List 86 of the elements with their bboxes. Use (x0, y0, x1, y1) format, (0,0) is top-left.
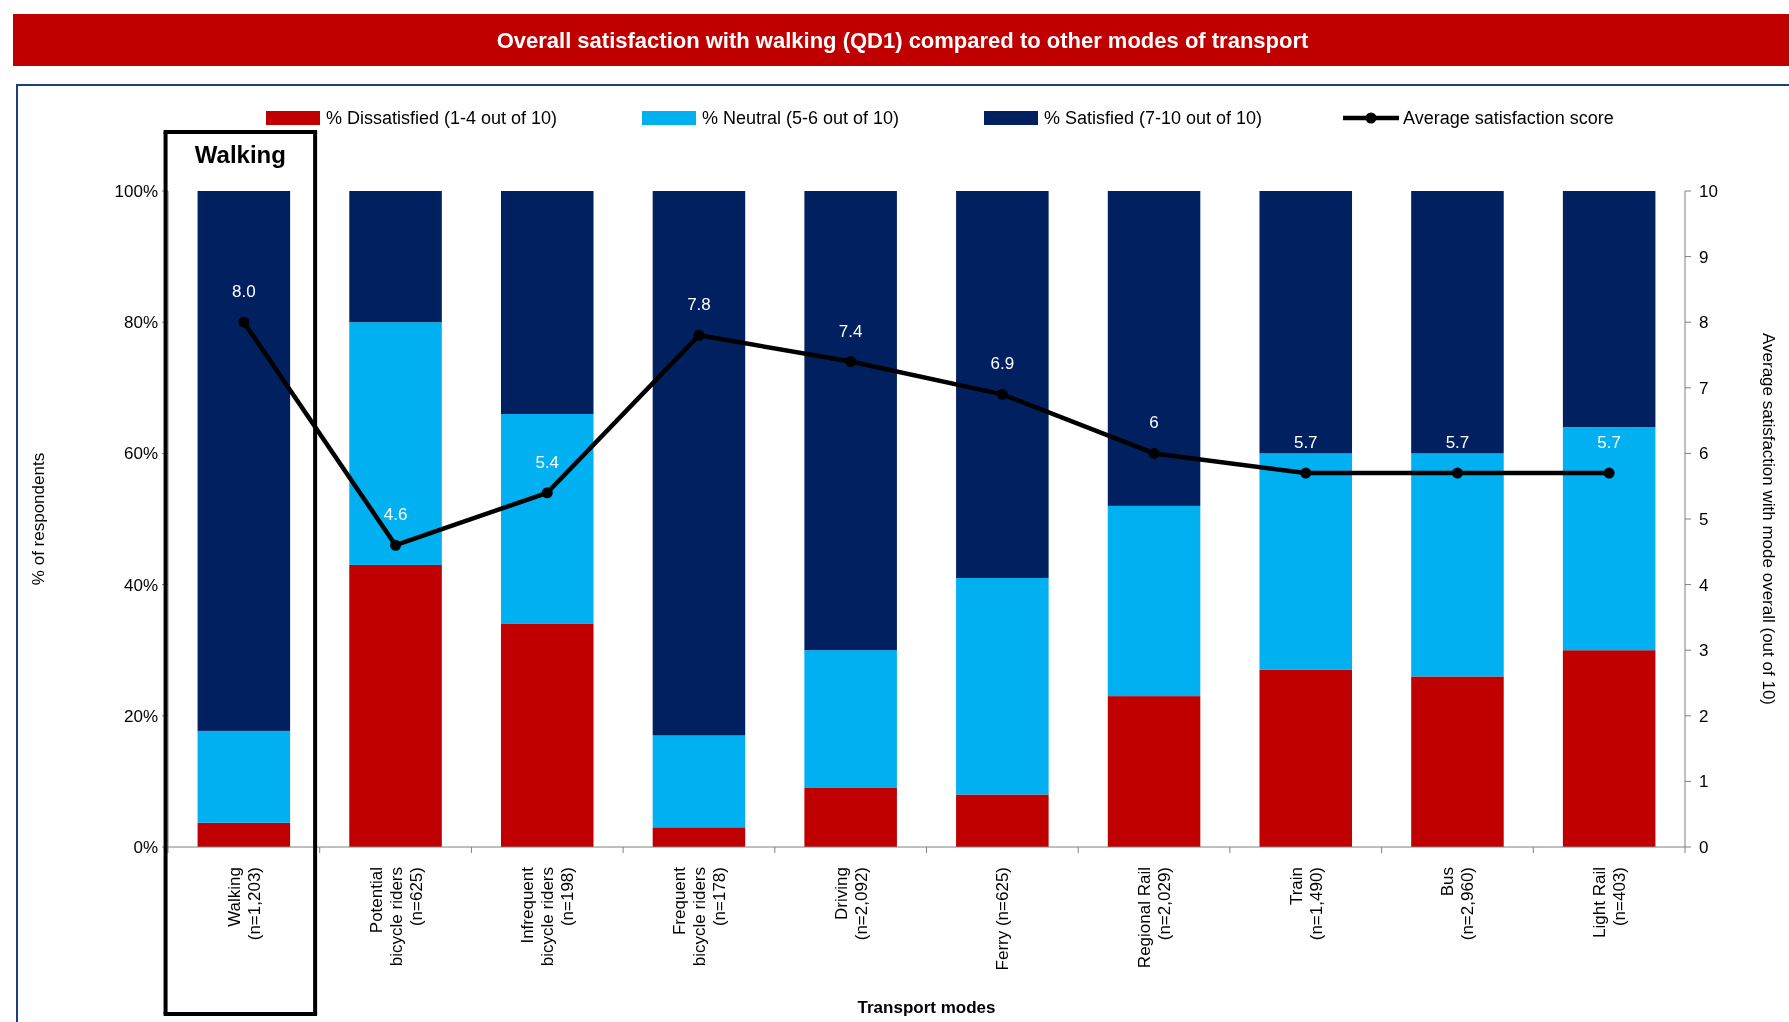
y2-tick-label: 7 (1699, 378, 1709, 398)
bar (197, 822, 291, 847)
bar (804, 787, 897, 847)
x-tick-label: Train (n=1,490) (1286, 867, 1326, 941)
bar (956, 191, 1049, 579)
point (238, 316, 250, 328)
bar (1411, 453, 1504, 677)
bar (197, 730, 291, 823)
bar (804, 650, 897, 788)
x-tick-label: Light Rail (n=403) (1590, 867, 1630, 938)
y2-tick-label: 9 (1699, 247, 1709, 267)
bar (1107, 696, 1201, 847)
bar (1259, 453, 1353, 670)
point (1603, 467, 1615, 479)
data-label: 8.0 (232, 282, 256, 302)
bar (804, 191, 897, 651)
text: Walking (194, 141, 286, 168)
bar (1562, 650, 1656, 847)
data-label: 5.4 (535, 452, 560, 472)
point (541, 487, 553, 499)
bar (349, 322, 442, 565)
bar (652, 191, 746, 736)
chart-title: Overall satisfaction with walking (QD1) compared to other modes of transport (496, 28, 1310, 53)
x-tick-label: Bus (n=2,960) (1438, 867, 1478, 941)
point (845, 356, 857, 368)
bar (1107, 505, 1201, 697)
data-label: 5.7 (1293, 433, 1318, 453)
data-label: 6.9 (990, 354, 1015, 374)
y2-tick-label: 8 (1699, 313, 1709, 333)
bar (500, 191, 594, 415)
y2-axis-title: Average satisfaction with mode overall (out of 10) (1759, 333, 1778, 705)
y-tick-label: 40% (123, 575, 158, 595)
bar (500, 414, 594, 624)
y-tick-label: 80% (123, 313, 158, 333)
y-axis-title: % of respondents (29, 452, 48, 586)
y2-tick-label: 5 (1699, 509, 1709, 529)
bar (1562, 427, 1656, 651)
point (1300, 467, 1312, 479)
bar (652, 827, 746, 847)
bar (1107, 191, 1201, 506)
bar (1259, 669, 1353, 847)
data-label: 7.8 (687, 295, 711, 315)
y2-tick-label: 4 (1699, 575, 1709, 595)
data-label: 4.6 (383, 505, 408, 525)
y2-tick-label: 10 (1699, 181, 1718, 201)
legend-label: Average satisfaction score (1403, 108, 1614, 129)
legend-label: % Dissatisfied (1-4 out of 10) (326, 108, 558, 129)
bar (1259, 191, 1353, 454)
y-tick-label: 20% (123, 706, 158, 726)
x-tick-label: Frequent bicycle riders (n=178) (669, 866, 729, 967)
point (1148, 447, 1160, 459)
data-label: 5.7 (1445, 433, 1470, 453)
bar (349, 564, 442, 847)
x-tick-label: Regional Rail (n=2,029) (1135, 867, 1175, 969)
legend-label: % Neutral (5-6 out of 10) (702, 108, 900, 129)
bar (1562, 191, 1656, 428)
bar (500, 623, 594, 847)
bar (956, 794, 1049, 847)
point (1451, 467, 1463, 479)
y2-tick-label: 0 (1699, 837, 1709, 857)
y-tick-label: 100% (114, 181, 158, 201)
x-tick-label: Ferry (n=625) (993, 867, 1013, 971)
bar (197, 191, 291, 731)
y2-tick-label: 2 (1699, 706, 1709, 726)
x-tick-label: Driving (n=2,092) (831, 867, 871, 941)
x-tick-label: Infrequent bicycle riders (n=198) (518, 866, 578, 967)
bar (349, 191, 442, 323)
bar (652, 735, 746, 828)
data-label: 7.4 (838, 321, 863, 341)
y2-tick-label: 3 (1699, 641, 1709, 661)
y-tick-label: 0% (133, 837, 158, 857)
y2-tick-label: 6 (1699, 444, 1709, 464)
point (693, 329, 705, 341)
data-label: 6 (1149, 413, 1159, 433)
data-label: 5.7 (1597, 433, 1621, 453)
legend-label: % Satisfied (7-10 out of 10) (1044, 108, 1263, 129)
bar (1411, 676, 1504, 847)
bar (1411, 191, 1504, 454)
y2-tick-label: 1 (1699, 772, 1709, 792)
bar (956, 578, 1049, 795)
x-axis-title: Transport modes (857, 998, 996, 1017)
y-tick-label: 60% (123, 444, 158, 464)
point (996, 388, 1008, 400)
x-tick-label: Walking (n=1,203) (224, 867, 264, 941)
x-tick-label: Potential bicycle riders (n=625) (366, 867, 426, 967)
point (390, 539, 402, 551)
